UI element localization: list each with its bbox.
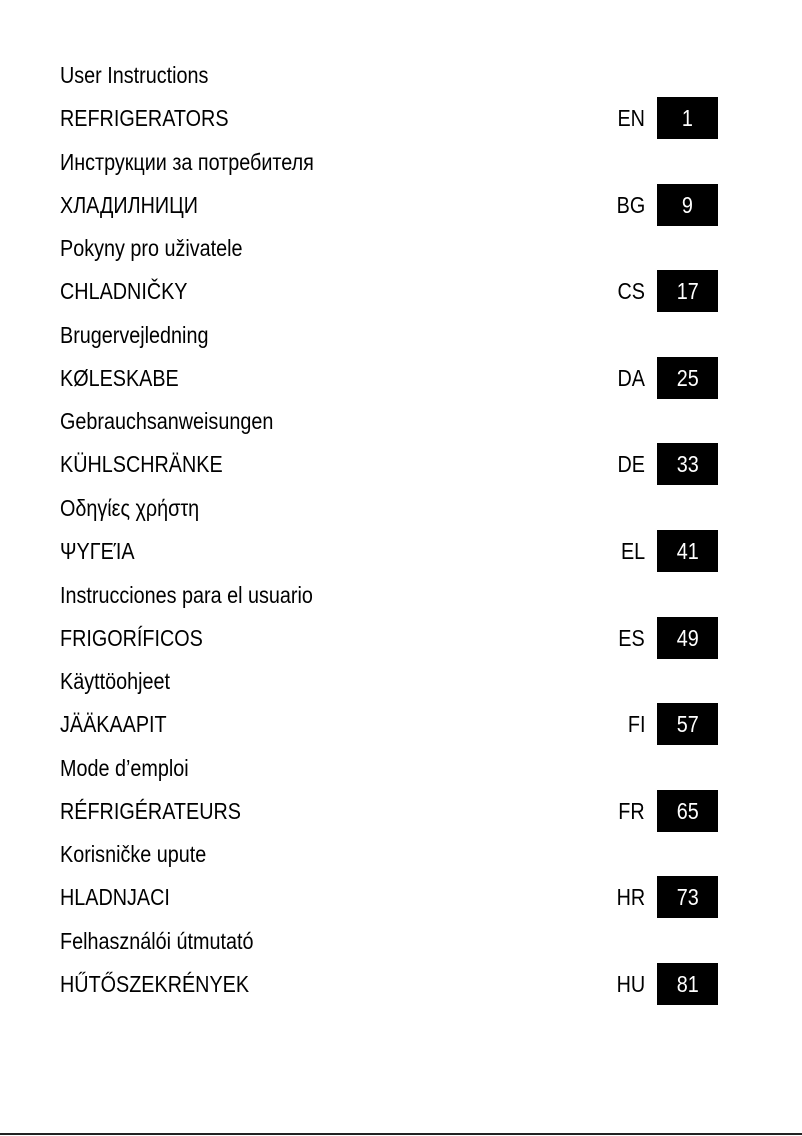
page-number: 73: [676, 884, 699, 911]
page-number-box: 81: [657, 963, 718, 1005]
page-number-box: 1: [657, 97, 718, 139]
section-category: REFRIGERATORS: [60, 105, 229, 131]
page-number-box: 41: [657, 530, 718, 572]
language-code: ES: [618, 624, 645, 651]
section-title: Gebrauchsanweisungen: [60, 408, 274, 435]
section-title: Felhasználói útmutató: [60, 928, 254, 954]
page-number: 81: [676, 971, 699, 997]
section-category: HLADNJACI: [60, 884, 170, 911]
section-category: RÉFRIGÉRATEURS: [60, 797, 241, 824]
page-number: 1: [681, 105, 693, 131]
section-category: JÄÄKAAPIT: [60, 711, 167, 738]
page-number: 57: [676, 711, 699, 738]
section-category: FRIGORÍFICOS: [60, 624, 203, 651]
section-title: Инструкции за потребителя: [60, 148, 314, 175]
page-number-box: 57: [657, 703, 718, 746]
language-code: FI: [627, 711, 645, 738]
page-number-box: 65: [657, 789, 718, 832]
language-code: DA: [617, 364, 645, 391]
section-title: Οδηγίες χρήστη: [60, 495, 200, 521]
section-category: KÜHLSCHRÄNKE: [60, 451, 223, 478]
page-number-box: 73: [657, 876, 718, 919]
page-number-box: 33: [657, 443, 718, 486]
page-number-box: 49: [657, 616, 718, 659]
page-number: 65: [676, 797, 699, 824]
language-code: EN: [617, 105, 645, 131]
section-title: Instrucciones para el usuario: [60, 581, 313, 608]
page-number: 25: [676, 364, 699, 391]
section-title: Käyttöohjeet: [60, 668, 170, 695]
section-category: CHLADNIČKY: [60, 278, 188, 305]
language-code: FR: [618, 797, 645, 824]
language-code: CS: [617, 278, 645, 305]
page-number: 33: [676, 451, 699, 478]
language-code: DE: [617, 451, 645, 478]
section-category: HŰTŐSZEKRÉNYEK: [60, 971, 250, 997]
section-title: Brugervejledning: [60, 321, 209, 348]
page-number: 17: [676, 278, 699, 305]
section-category: ХЛАДИЛНИЦИ: [60, 191, 198, 218]
page-number: 9: [681, 191, 693, 218]
section-title: Korisničke upute: [60, 841, 207, 868]
page-number: 49: [676, 624, 699, 651]
section-title: Mode d’emploi: [60, 754, 189, 781]
page-number-box: 25: [657, 356, 718, 399]
language-code: EL: [620, 538, 645, 564]
bottom-rule: [0, 1133, 802, 1135]
language-code: HR: [616, 884, 645, 911]
section-title: User Instructions: [60, 62, 209, 88]
language-code: HU: [616, 971, 645, 997]
section-category: ΨΥΓΕΊΑ: [60, 538, 135, 564]
page-number: 41: [676, 538, 699, 564]
section-title: Pokyny pro uživatele: [60, 235, 243, 262]
language-code: BG: [616, 191, 645, 218]
page-number-box: 9: [657, 183, 718, 226]
section-category: KØLESKABE: [60, 364, 179, 391]
page-number-box: 17: [657, 270, 718, 313]
